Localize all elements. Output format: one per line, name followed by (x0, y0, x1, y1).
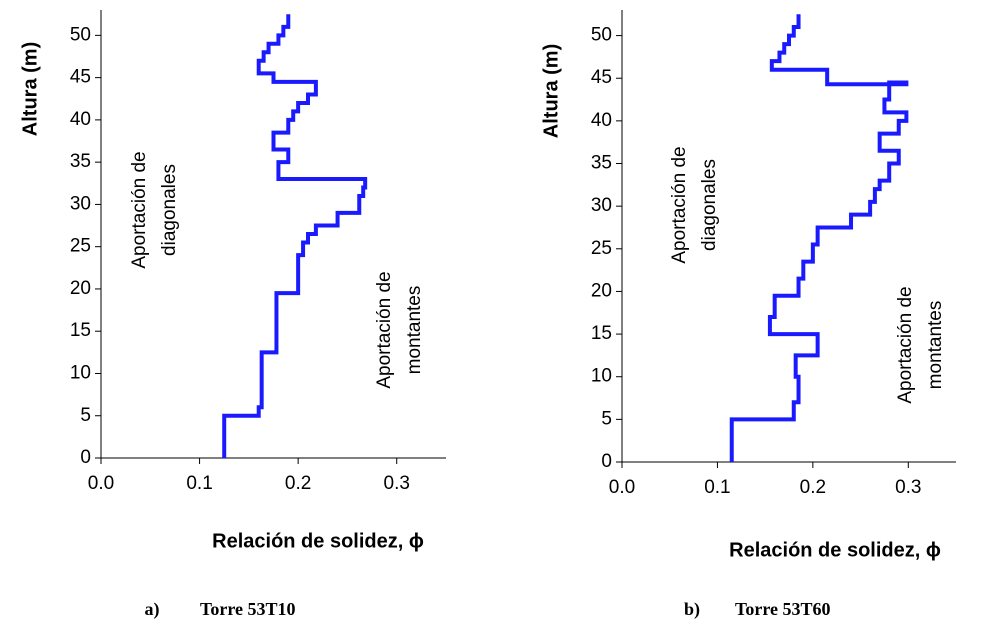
x-tick-label: 0.0 (88, 473, 114, 494)
y-tick-label: 5 (601, 408, 612, 429)
y-tick-label: 25 (70, 236, 91, 257)
y-tick-label: 35 (70, 151, 91, 172)
y-tick-label: 30 (70, 193, 91, 214)
y-tick-label: 35 (591, 153, 612, 174)
annotation: diagonales (699, 159, 720, 251)
y-tick-label: 40 (70, 109, 91, 130)
y-tick-label: 30 (591, 195, 612, 216)
y-tick-label: 50 (591, 25, 612, 46)
annotation: Aportación de (895, 286, 916, 403)
step-line (222, 14, 368, 458)
annotation: Aportación de (129, 151, 150, 268)
step-line (729, 14, 909, 462)
y-tick-label: 20 (591, 280, 612, 301)
caption-label: a) (145, 599, 160, 620)
x-tick-label: 0.1 (186, 473, 212, 494)
x-tick-label: 0.1 (704, 477, 730, 498)
annotation: montantes (925, 301, 946, 390)
annotation: diagonales (159, 164, 180, 256)
y-tick-label: 15 (70, 320, 91, 341)
y-tick-label: 40 (591, 110, 612, 131)
y-axis-title: Altura (m) (540, 44, 562, 138)
caption: Torre 53T60 (735, 599, 831, 619)
y-tick-label: 45 (591, 67, 612, 88)
y-tick-label: 20 (70, 278, 91, 299)
y-tick-label: 25 (591, 238, 612, 259)
y-tick-label: 15 (591, 323, 612, 344)
annotation: montantes (404, 286, 425, 375)
x-tick-label: 0.2 (800, 477, 826, 498)
annotation: Aportación de (374, 271, 395, 388)
x-tick-label: 0.3 (384, 473, 410, 494)
y-tick-label: 50 (70, 24, 91, 45)
y-tick-label: 45 (70, 67, 91, 88)
x-tick-label: 0.0 (609, 477, 635, 498)
x-tick-label: 0.2 (285, 473, 311, 494)
y-tick-label: 0 (601, 451, 612, 472)
x-axis-title: Relación de solidez, ϕ (212, 530, 424, 552)
y-axis-title: Altura (m) (19, 42, 41, 136)
annotation: Aportación de (669, 146, 690, 263)
caption-label: b) (684, 599, 700, 620)
y-tick-label: 10 (70, 362, 91, 383)
caption: Torre 53T10 (200, 599, 296, 619)
x-axis-title: Relación de solidez, ϕ (729, 539, 941, 561)
y-tick-label: 10 (591, 366, 612, 387)
y-tick-label: 5 (80, 405, 91, 426)
x-tick-label: 0.3 (895, 477, 921, 498)
y-tick-label: 0 (80, 447, 91, 468)
